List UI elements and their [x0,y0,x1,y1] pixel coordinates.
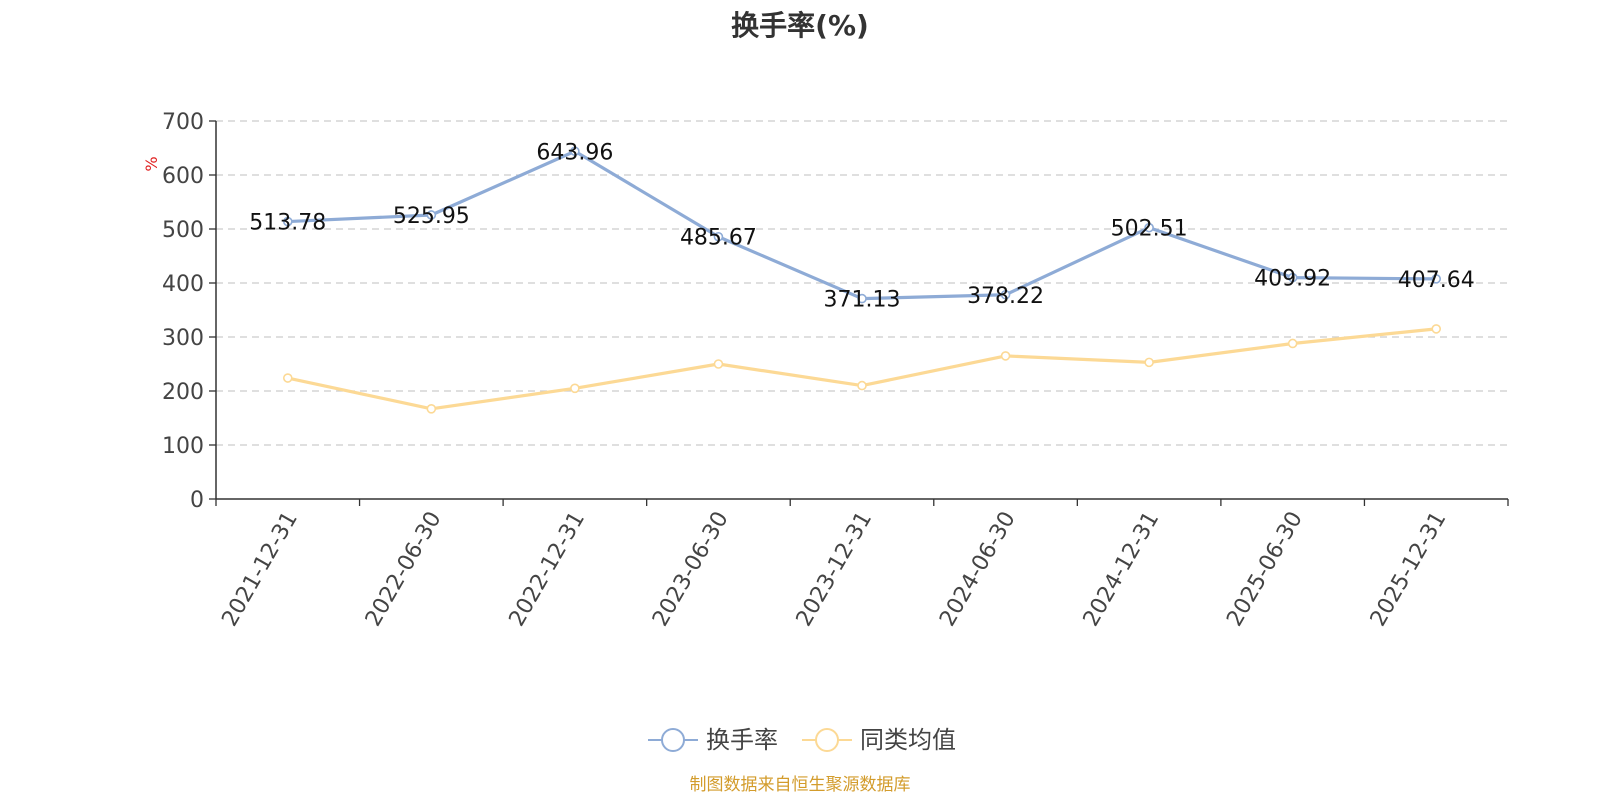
data-label: 378.22 [967,284,1044,309]
data-label: 371.13 [824,288,901,313]
legend-marker-icon [815,728,839,752]
y-tick-label: 200 [162,380,204,405]
series-0-point [1144,222,1154,233]
data-label: 525.95 [393,204,470,229]
legend-label: 换手率 [706,726,778,754]
legend-item-0[interactable]: 换手率 [648,726,778,754]
x-tick-label: 2021-12-31 [217,508,303,631]
x-tick-label: 2025-12-31 [1366,508,1452,631]
data-label: 502.51 [1111,217,1188,242]
series-1-point [282,373,293,383]
x-tick-label: 2023-12-31 [792,508,878,631]
x-tick-label: 2024-06-30 [935,508,1021,631]
series-1-point [1431,324,1442,334]
series-1-point [857,380,867,391]
series-0-point [713,231,724,242]
source-note: 制图数据来自恒生聚源数据库 [689,775,911,795]
x-tick-label: 2025-06-30 [1222,508,1308,631]
series-0-point [426,210,437,220]
series-0-point [1287,272,1298,283]
series-1-point [426,404,437,414]
series-1-point [713,359,724,369]
series-0-point [1000,289,1011,300]
series-line-1 [287,327,1437,411]
legend-label: 同类均值 [860,726,956,754]
x-tick-label: 2022-06-30 [361,508,447,631]
series-1-point [1287,338,1298,349]
data-label: 409.92 [1254,267,1331,292]
series-1-point [1000,351,1011,361]
y-tick-label: 100 [162,434,204,459]
y-tick-label: 300 [162,326,204,351]
y-tick-label: 600 [162,164,204,189]
y-axis-label: % [142,156,161,171]
series-1-point [570,383,580,394]
legend-marker-icon [661,728,685,752]
data-label: 407.64 [1398,268,1475,293]
x-tick-label: 2022-12-31 [505,508,591,631]
series-0-point [282,216,293,227]
y-tick-label: 700 [162,110,204,135]
series-0-point [857,293,867,304]
x-tick-label: 2024-12-31 [1079,508,1165,631]
data-label: 485.67 [680,226,757,251]
data-label: 643.96 [536,140,613,165]
y-tick-label: 400 [162,272,204,297]
legend-item-1[interactable]: 同类均值 [802,726,956,754]
y-tick-label: 500 [162,218,204,243]
series-0-point [1431,274,1442,284]
data-label: 513.78 [249,211,326,236]
series-1-point [1144,357,1154,368]
chart-title: 换手率(%) [731,9,869,42]
y-tick-label: 0 [190,488,204,513]
series-0-point [570,146,580,157]
x-tick-label: 2023-06-30 [648,508,734,631]
